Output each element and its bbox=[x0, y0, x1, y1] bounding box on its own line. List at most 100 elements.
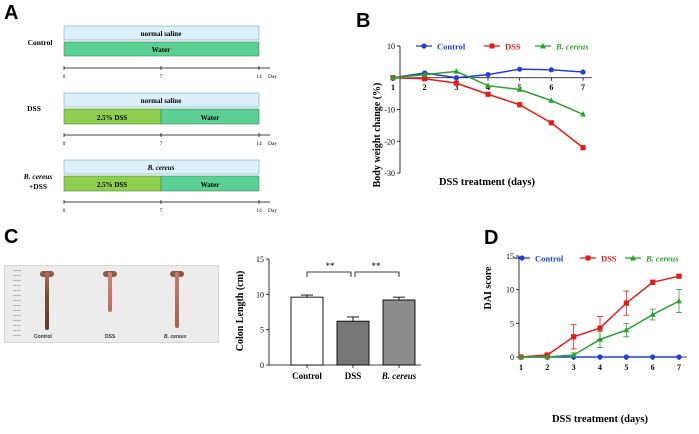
data-point-bcereus bbox=[453, 68, 460, 74]
x-tick-label: 2 bbox=[545, 363, 549, 372]
data-point-dss bbox=[580, 145, 586, 151]
significance-bracket bbox=[306, 271, 352, 277]
x-tick-label: 3 bbox=[572, 363, 576, 372]
dai-legend-control: Control bbox=[535, 254, 564, 264]
data-point-bcereus bbox=[548, 97, 555, 103]
panel-letter-c: C bbox=[4, 226, 19, 248]
control-water-label: Water bbox=[152, 46, 171, 54]
data-point-dss bbox=[597, 325, 603, 331]
panel-letter-a: A bbox=[4, 2, 19, 24]
group-label-dss: DSS bbox=[27, 104, 41, 113]
bcereus-tick-14: 14 bbox=[256, 208, 262, 214]
data-point-dss bbox=[650, 279, 656, 285]
bar-dss bbox=[336, 320, 370, 366]
x-tick-label: 6 bbox=[549, 83, 553, 92]
data-point-bcereus bbox=[649, 311, 656, 317]
y-tick-label: 0 bbox=[260, 361, 264, 370]
colon-photo: Control DSS B. cereus bbox=[4, 265, 219, 343]
data-point-bcereus bbox=[570, 351, 577, 358]
colon-length-chart: Colon Length (cm) 0 5 10 15 Control DSS B. cer… bbox=[235, 255, 421, 381]
dss-day-unit: Day bbox=[268, 141, 277, 147]
dss-water-label: Water bbox=[201, 114, 220, 122]
control-colon bbox=[45, 272, 49, 330]
panel-letter-b: B bbox=[356, 10, 371, 32]
x-tick-label: 1 bbox=[391, 83, 395, 92]
y-tick-label: -10 bbox=[384, 106, 395, 115]
x-tick-label: 5 bbox=[624, 363, 628, 372]
bcereus-day-unit: Day bbox=[268, 208, 277, 214]
legend-dss: DSS bbox=[505, 42, 521, 52]
dss-tick-14: 14 bbox=[256, 141, 262, 147]
significance-label: ** bbox=[372, 261, 382, 271]
data-point-control bbox=[650, 354, 656, 360]
x-tick-label: Control bbox=[292, 371, 322, 381]
data-point-dss bbox=[453, 80, 459, 86]
y-tick-label: 10 bbox=[387, 42, 395, 51]
data-point-bcereus bbox=[518, 353, 524, 360]
y-tick-label: 5 bbox=[260, 326, 264, 335]
data-point-bcereus bbox=[544, 353, 551, 360]
data-point-dss bbox=[676, 273, 682, 279]
bcereus-tick-7: 7 bbox=[160, 208, 163, 214]
bcereus-tick-0: 0 bbox=[63, 208, 66, 214]
x-tick-label: DSS bbox=[345, 371, 362, 381]
significance-bracket bbox=[354, 271, 400, 277]
data-point-control bbox=[485, 71, 491, 78]
dai-legend-bcereus: B. cereus bbox=[645, 254, 679, 264]
photo-label-dss: DSS bbox=[105, 334, 116, 340]
bar-control bbox=[290, 296, 324, 366]
data-point-bcereus bbox=[676, 297, 682, 304]
y-tick-label: 15 bbox=[506, 252, 514, 261]
control-tick-14: 14 bbox=[256, 74, 262, 80]
legend-bcereus: B. cereus bbox=[555, 42, 589, 52]
group-label-bcereus: B. cereus bbox=[23, 172, 53, 181]
photo-label-control: Control bbox=[34, 334, 52, 340]
bcereus-water-label: Water bbox=[201, 181, 220, 189]
bcereus-colon bbox=[175, 272, 179, 328]
body-weight-ylabel: Body weight change (%) bbox=[372, 83, 383, 188]
control-tick-7: 7 bbox=[160, 74, 163, 80]
x-tick-label: 2 bbox=[423, 83, 427, 92]
y-tick-label: 10 bbox=[506, 286, 514, 295]
y-tick-label: -20 bbox=[384, 137, 395, 146]
data-point-control bbox=[453, 75, 459, 81]
dss-top-bar bbox=[63, 92, 260, 108]
dai-ylabel: DAI score bbox=[483, 266, 494, 309]
data-point-bcereus bbox=[485, 82, 491, 88]
data-point-bcereus bbox=[421, 71, 428, 77]
y-tick-label: 5 bbox=[510, 319, 514, 328]
data-point-control bbox=[580, 69, 586, 75]
bcereus-top-bar bbox=[63, 159, 260, 175]
group-label-control: Control bbox=[28, 38, 53, 47]
data-point-dss bbox=[517, 102, 523, 108]
control-water-bar bbox=[63, 41, 260, 57]
dss-tick-0: 0 bbox=[63, 141, 66, 147]
body-weight-legend: Control DSS B. cereus bbox=[416, 42, 589, 52]
data-point-bcereus bbox=[623, 326, 630, 333]
x-tick-label: 3 bbox=[454, 83, 458, 92]
y-tick-label: -30 bbox=[384, 169, 395, 178]
bcereus-top-bar-label: B. cereus bbox=[147, 164, 175, 172]
data-point-control bbox=[597, 354, 603, 360]
control-top-bar-label: normal saline bbox=[141, 30, 182, 38]
x-tick-label: 4 bbox=[598, 363, 602, 372]
legend-control: Control bbox=[437, 42, 466, 52]
significance-label: ** bbox=[326, 261, 336, 271]
data-point-control bbox=[676, 354, 682, 360]
x-tick-label: B. cereus bbox=[381, 371, 417, 381]
y-tick-label: 0 bbox=[510, 353, 514, 362]
dss-tick-7: 7 bbox=[160, 141, 163, 147]
dai-score-chart: DAI score DSS treatment (days) Control D… bbox=[483, 252, 687, 425]
data-point-control bbox=[517, 66, 523, 72]
dss-colon bbox=[108, 272, 112, 312]
x-tick-label: 1 bbox=[519, 363, 523, 372]
panel-letter-d: D bbox=[484, 227, 499, 249]
dss-water-segment bbox=[160, 108, 260, 125]
experimental-schema: Control normal saline Water 0 7 14 Day D… bbox=[23, 25, 277, 214]
body-weight-xlabel: DSS treatment (days) bbox=[439, 177, 536, 188]
x-tick-label: 7 bbox=[581, 83, 585, 92]
data-point-dss bbox=[623, 300, 629, 306]
dss-dss-label: 2.5% DSS bbox=[97, 114, 127, 122]
data-point-dss bbox=[485, 91, 491, 97]
group-label-bcereus-dss: +DSS bbox=[29, 182, 47, 191]
